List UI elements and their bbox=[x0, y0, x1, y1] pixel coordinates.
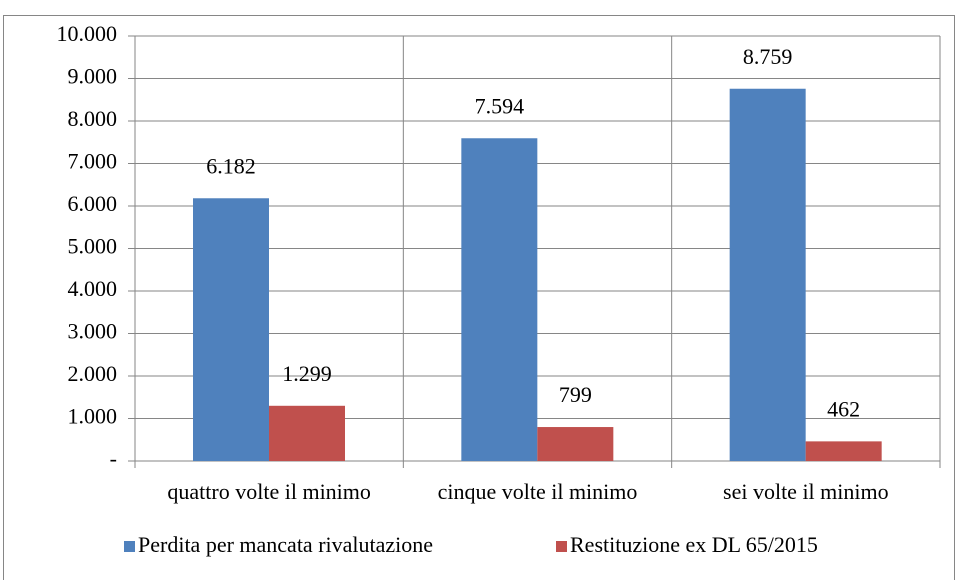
y-tick-label: 9.000 bbox=[68, 64, 118, 89]
y-tick-label: 7.000 bbox=[68, 149, 118, 174]
y-tick-label: 1.000 bbox=[68, 404, 118, 429]
x-tick-label: sei volte il minimo bbox=[723, 479, 889, 504]
bar bbox=[537, 427, 614, 461]
x-tick-label: cinque volte il minimo bbox=[438, 479, 638, 504]
y-tick-label: 3.000 bbox=[68, 319, 118, 344]
bar bbox=[729, 88, 806, 462]
value-label: 1.299 bbox=[282, 361, 332, 386]
legend-swatch bbox=[556, 541, 567, 552]
y-tick-label: 6.000 bbox=[68, 191, 118, 216]
legend-label: Restituzione ex DL 65/2015 bbox=[570, 532, 818, 557]
value-label: 799 bbox=[559, 382, 592, 407]
value-label: 462 bbox=[827, 396, 860, 421]
y-tick-label: 8.000 bbox=[68, 106, 118, 131]
bar bbox=[193, 198, 269, 461]
y-tick-label: 5.000 bbox=[68, 234, 118, 259]
legend-label: Perdita per mancata rivalutazione bbox=[138, 532, 433, 557]
value-label: 8.759 bbox=[743, 44, 793, 69]
y-tick-label: 10.000 bbox=[57, 21, 118, 46]
legend-swatch bbox=[124, 541, 135, 552]
y-tick-label: 4.000 bbox=[68, 276, 118, 301]
y-tick-label: - bbox=[110, 446, 117, 471]
bar bbox=[269, 405, 345, 461]
value-label: 7.594 bbox=[475, 93, 525, 118]
value-label: 6.182 bbox=[206, 153, 256, 178]
y-tick-label: 2.000 bbox=[68, 361, 118, 386]
x-tick-label: quattro volte il minimo bbox=[167, 479, 370, 504]
bar bbox=[461, 138, 538, 461]
bar bbox=[805, 441, 882, 461]
